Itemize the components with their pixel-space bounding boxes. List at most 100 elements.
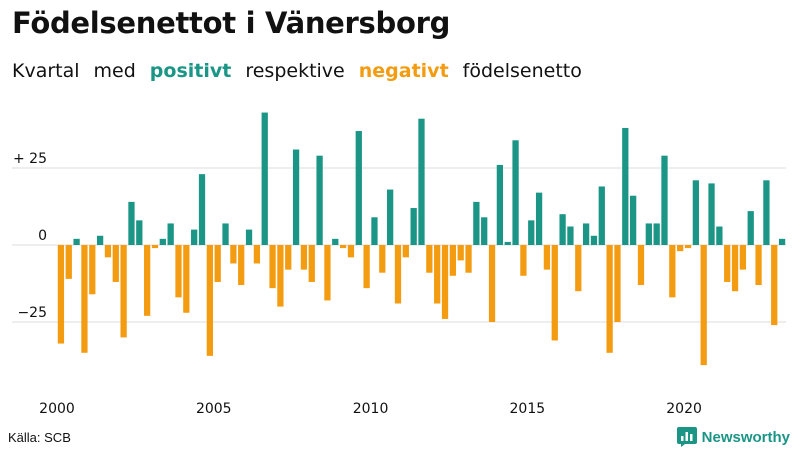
bar [347, 245, 355, 258]
bars [57, 112, 786, 366]
bar [739, 245, 747, 270]
y-axis-labels: + 25 0 −25 [13, 151, 47, 321]
bar [457, 245, 464, 261]
bar [245, 229, 253, 245]
bar [285, 245, 292, 270]
bar [692, 180, 699, 245]
bar [128, 201, 135, 245]
bar [198, 174, 206, 245]
bar [410, 208, 417, 245]
bar [449, 245, 456, 276]
chart-title: Födelsenettot i Vänersborg [12, 6, 451, 40]
bar [481, 217, 488, 245]
bar [206, 245, 213, 356]
newsworthy-logo-icon [676, 427, 697, 447]
bar [175, 245, 182, 298]
bar [771, 245, 778, 326]
bar [716, 226, 723, 245]
bar [543, 245, 551, 270]
bar [426, 245, 433, 273]
bar [167, 223, 174, 245]
bar [614, 245, 621, 322]
bar [582, 223, 590, 245]
bar [724, 245, 731, 282]
bar [504, 241, 511, 245]
bar [214, 245, 221, 282]
bar [535, 192, 543, 245]
bar [684, 245, 692, 249]
bar [520, 245, 527, 276]
bar [559, 214, 566, 245]
x-tick-label: 2020 [666, 401, 702, 417]
bar [669, 245, 676, 298]
bar [112, 245, 119, 282]
bar [528, 220, 535, 245]
bar [253, 245, 261, 264]
bar [81, 245, 88, 353]
bar [567, 226, 574, 245]
bar [394, 245, 402, 304]
bar [590, 235, 598, 245]
bar [183, 245, 190, 313]
subtitle-word-respektive: respektive [245, 60, 345, 82]
bar [434, 245, 441, 304]
bar [96, 235, 104, 245]
bar [661, 155, 668, 245]
bar [441, 245, 449, 319]
subtitle-negative-label: negativt [358, 60, 449, 82]
bar [778, 238, 786, 245]
bar [418, 118, 425, 245]
bar [630, 195, 637, 245]
bar [465, 245, 472, 273]
y-tick-label: 0 [38, 228, 47, 244]
bar [653, 223, 660, 245]
subtitle-word-med: med [93, 60, 136, 82]
bar [324, 245, 331, 301]
bar [89, 245, 96, 295]
bar [73, 238, 80, 245]
bar [551, 245, 558, 341]
bar [144, 245, 151, 316]
bar [120, 245, 127, 338]
bar [763, 180, 770, 245]
bar [606, 245, 613, 353]
bar [230, 245, 237, 264]
bar [496, 164, 504, 245]
x-tick-label: 2000 [39, 401, 75, 417]
bar [598, 186, 605, 245]
bar [379, 245, 386, 273]
bar [402, 245, 409, 258]
bar [488, 245, 496, 322]
bar [755, 245, 762, 286]
bar [292, 149, 300, 245]
y-tick-label: + 25 [13, 151, 47, 167]
bar [355, 131, 362, 245]
bar [191, 229, 198, 245]
bar [136, 220, 143, 245]
bar [261, 112, 268, 245]
bar [747, 211, 754, 245]
bar [575, 245, 582, 292]
bar [159, 238, 166, 245]
bar [363, 245, 370, 289]
bar [371, 217, 378, 245]
bar [731, 245, 739, 292]
bar [151, 245, 159, 249]
bar [65, 245, 72, 279]
bar [708, 183, 715, 245]
bar [512, 140, 519, 245]
bar [622, 127, 629, 245]
bar [677, 245, 684, 252]
bar [57, 245, 65, 344]
bar [339, 245, 347, 249]
bar [473, 201, 480, 245]
y-tick-label: −25 [17, 305, 47, 321]
bar [104, 245, 112, 258]
bar [300, 245, 308, 270]
x-tick-label: 2010 [353, 401, 389, 417]
bar [332, 238, 339, 245]
x-tick-label: 2015 [510, 401, 546, 417]
subtitle-positive-label: positivt [149, 60, 232, 82]
brand-logo[interactable]: Newsworthy [676, 427, 790, 447]
